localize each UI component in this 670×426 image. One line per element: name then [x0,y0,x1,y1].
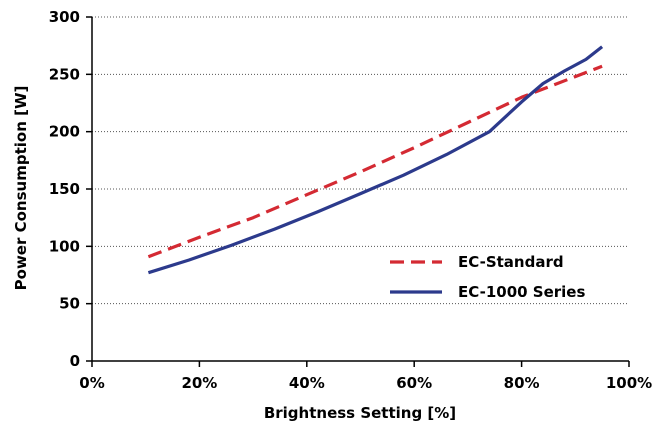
series-line-ec-standard [147,64,603,259]
y-tick-label-0: 0 [70,352,80,370]
series-lines [147,45,604,275]
y-tick-label-200: 200 [49,123,80,141]
x-tick-label-0: 0% [79,374,104,392]
y-tick-label-100: 100 [49,237,80,255]
legend: EC-Standard EC-1000 Series [390,253,585,301]
x-axis-title: Brightness Setting [%] [264,404,456,422]
axes [86,16,630,367]
y-tick-label-300: 300 [49,8,80,26]
x-tick-label-20: 20% [181,374,217,392]
y-tick-label-150: 150 [49,180,80,198]
series-line-ec-1000-series [147,45,604,275]
legend-label-1: EC-Standard [458,253,564,271]
tick-labels: 0 50 100 150 200 250 300 0% 20% 40% 60% 80% 100% [49,8,652,392]
x-tick-label-100: 100% [606,374,652,392]
grid-lines [92,16,629,305]
x-tick-label-40: 40% [289,374,325,392]
x-tick-label-60: 60% [396,374,432,392]
legend-label-2: EC-1000 Series [458,283,585,301]
y-tick-label-50: 50 [59,295,80,313]
x-tick-label-80: 80% [504,374,540,392]
y-axis-title: Power Consumption [W] [12,86,30,291]
y-tick-label-250: 250 [49,65,80,83]
